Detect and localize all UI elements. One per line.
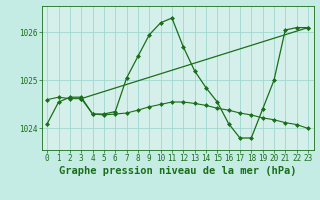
X-axis label: Graphe pression niveau de la mer (hPa): Graphe pression niveau de la mer (hPa) [59, 166, 296, 176]
